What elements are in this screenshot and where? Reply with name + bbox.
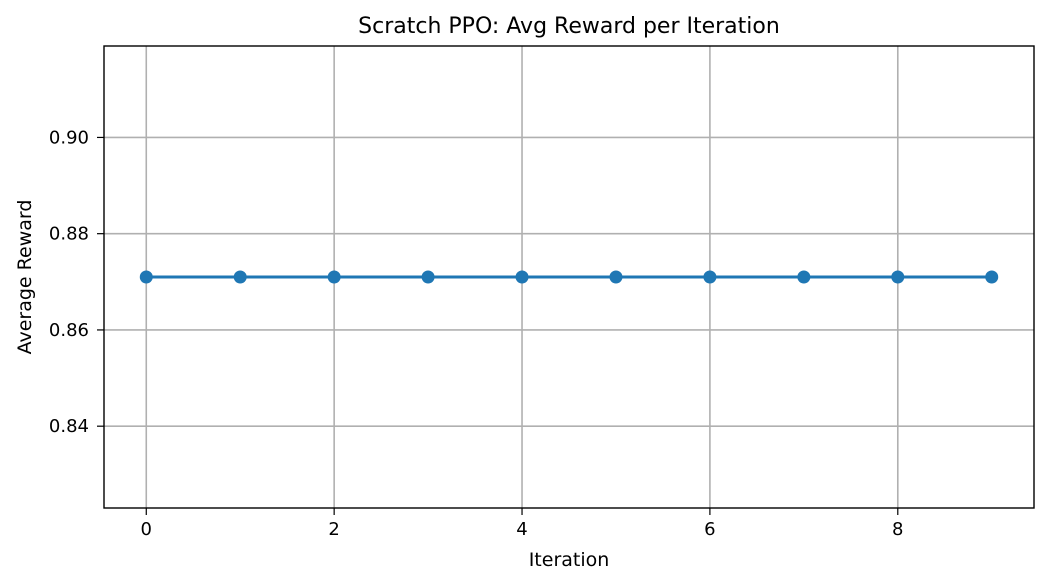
y-axis-label: Average Reward [14, 200, 36, 355]
data-point [797, 270, 811, 284]
x-tick-label: 0 [141, 519, 152, 540]
data-point [609, 270, 623, 284]
data-point [515, 270, 529, 284]
data-point [327, 270, 341, 284]
series-layer [139, 270, 999, 284]
x-tick-label: 2 [328, 519, 339, 540]
data-point [891, 270, 905, 284]
x-tick-label: 4 [516, 519, 527, 540]
ticks: 0 2 4 6 8 0.84 0.86 0.88 0.90 [49, 127, 904, 540]
y-tick-label: 0.86 [49, 320, 89, 341]
y-tick-label: 0.88 [49, 224, 89, 245]
x-tick-label: 6 [704, 519, 715, 540]
x-axis-label: Iteration [529, 549, 610, 571]
data-point [985, 270, 999, 284]
y-tick-label: 0.84 [49, 416, 89, 437]
data-point [703, 270, 717, 284]
x-tick-label: 8 [892, 519, 903, 540]
chart-title: Scratch PPO: Avg Reward per Iteration [358, 14, 780, 39]
data-point [421, 270, 435, 284]
data-point [139, 270, 153, 284]
plot-frame [103, 45, 1035, 509]
data-point [233, 270, 247, 284]
y-tick-label: 0.90 [49, 127, 89, 148]
